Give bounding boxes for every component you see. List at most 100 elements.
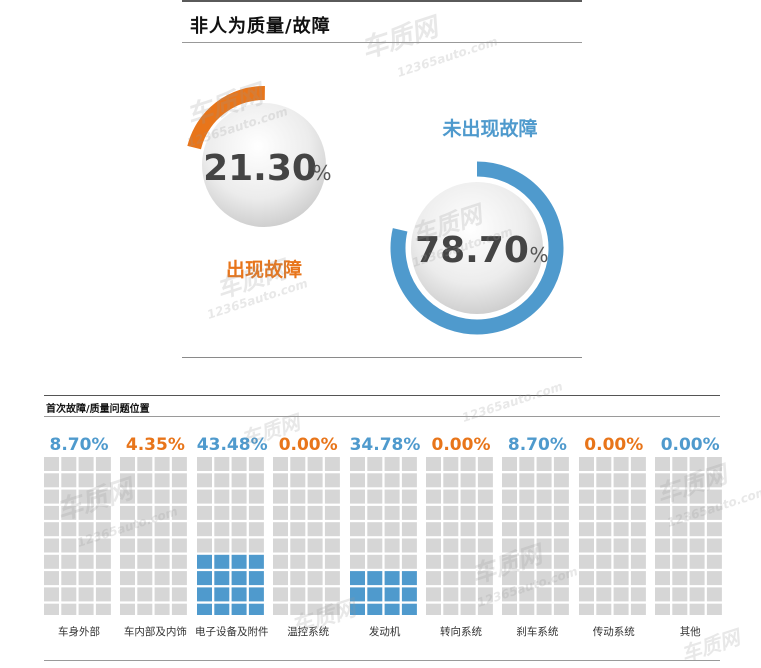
waffle-cell-empty <box>689 587 705 602</box>
waffle-svg <box>44 457 111 615</box>
waffle-cell-empty <box>596 587 612 602</box>
waffle-cell-empty <box>273 505 289 520</box>
waffle-cell-empty <box>44 489 59 504</box>
waffle-cell-filled <box>248 571 264 586</box>
waffle-cell-empty <box>536 603 552 615</box>
waffle-cell-empty <box>578 489 594 504</box>
waffle-cell-empty <box>554 505 570 520</box>
waffle-cell-filled <box>366 587 382 602</box>
waffle-cell-empty <box>137 587 153 602</box>
waffle-cell-filled <box>248 554 264 569</box>
waffle-cell-empty <box>707 571 723 586</box>
top-rule <box>182 0 582 2</box>
waffle-cell-empty <box>613 489 629 504</box>
waffle-cell-empty <box>502 489 518 504</box>
waffle-cell-empty <box>460 538 476 553</box>
waffle-cell-empty <box>613 554 629 569</box>
waffle-cell-empty <box>502 603 518 615</box>
waffle-cell-empty <box>172 505 188 520</box>
waffle-cell-empty <box>248 522 264 537</box>
fault-location-label: 电子设备及附件 <box>195 626 269 638</box>
waffle-cell-empty <box>349 457 365 471</box>
waffle-cell-empty <box>273 473 289 488</box>
waffle-cell-empty <box>689 554 705 569</box>
waffle-cell-empty <box>630 571 646 586</box>
fault-location-percent: 8.70% <box>507 435 567 455</box>
waffle-cell-empty <box>196 473 212 488</box>
waffle-cell-empty <box>672 505 688 520</box>
waffle-cell-empty <box>95 473 111 488</box>
waffle-cell-empty <box>554 522 570 537</box>
waffle-cell-empty <box>290 457 306 471</box>
fault-location-column: 4.35% 车内部及内饰 <box>120 434 190 638</box>
waffle-cell-empty <box>137 603 153 615</box>
waffle-cell-empty <box>613 587 629 602</box>
waffle-cell-empty <box>426 603 441 615</box>
waffle-cell-empty <box>307 489 323 504</box>
waffle-svg <box>196 457 264 615</box>
waffle-cell-filled <box>384 587 400 602</box>
waffle-cell-empty <box>477 473 493 488</box>
waffle-cell-empty <box>519 538 535 553</box>
waffle-cell-empty <box>519 522 535 537</box>
waffle-cell-empty <box>578 538 594 553</box>
waffle-cell-empty <box>231 505 247 520</box>
waffle-cell-empty <box>61 505 77 520</box>
waffle-cell-filled <box>214 603 230 615</box>
waffle-cell-empty <box>196 457 212 471</box>
waffle-cell-empty <box>460 587 476 602</box>
waffle-cell-empty <box>120 571 136 586</box>
waffle-cell-empty <box>78 505 94 520</box>
waffle-cell-filled <box>349 587 365 602</box>
waffle-cell-empty <box>366 473 382 488</box>
waffle-cell-empty <box>307 603 323 615</box>
waffle-cell-empty <box>154 587 170 602</box>
waffle-cell-filled <box>214 554 230 569</box>
waffle-cell-empty <box>78 554 94 569</box>
waffle-cell-empty <box>307 554 323 569</box>
waffle-cell-empty <box>655 587 671 602</box>
waffle-cell-empty <box>519 554 535 569</box>
waffle-cell-empty <box>172 522 188 537</box>
waffle-cell-empty <box>196 505 212 520</box>
waffle-cell-empty <box>137 522 153 537</box>
waffle-cell-empty <box>154 473 170 488</box>
waffle-cell-empty <box>154 457 170 471</box>
fault-location-percent: 0.00% <box>431 435 491 455</box>
waffle-cell-empty <box>349 538 365 553</box>
waffle-cell-empty <box>366 554 382 569</box>
waffle-cell-empty <box>120 554 136 569</box>
waffle-svg <box>578 457 646 615</box>
waffle-cell-filled <box>349 571 365 586</box>
fault-location-percent: 0.00% <box>278 435 338 455</box>
waffle-cell-empty <box>689 489 705 504</box>
waffle-cell-filled <box>248 603 264 615</box>
waffle-cell-empty <box>95 571 111 586</box>
waffle-cell-empty <box>502 554 518 569</box>
waffle-cell-empty <box>689 522 705 537</box>
waffle-cell-empty <box>44 505 59 520</box>
waffle-cell-empty <box>707 522 723 537</box>
waffle-cells <box>426 457 496 615</box>
waffle-cell-empty <box>154 489 170 504</box>
waffle-cell-empty <box>120 489 136 504</box>
waffle-cell-empty <box>707 554 723 569</box>
waffle-cell-empty <box>120 522 136 537</box>
waffle-cell-empty <box>672 554 688 569</box>
waffle-cell-empty <box>273 489 289 504</box>
waffle-cell-empty <box>214 538 230 553</box>
waffle-cell-empty <box>536 587 552 602</box>
waffle-cell-empty <box>401 554 417 569</box>
waffle-cell-empty <box>61 522 77 537</box>
waffle-cell-empty <box>630 505 646 520</box>
top-bottom-rule <box>182 357 582 358</box>
waffle-cell-empty <box>214 522 230 537</box>
waffle-cell-filled <box>384 571 400 586</box>
waffle-svg <box>273 457 341 615</box>
waffle-cell-empty <box>137 457 153 471</box>
waffle-cell-empty <box>596 603 612 615</box>
waffle-cell-empty <box>231 489 247 504</box>
waffle-cell-empty <box>443 489 459 504</box>
waffle-cell-empty <box>536 473 552 488</box>
waffle-cell-empty <box>61 554 77 569</box>
